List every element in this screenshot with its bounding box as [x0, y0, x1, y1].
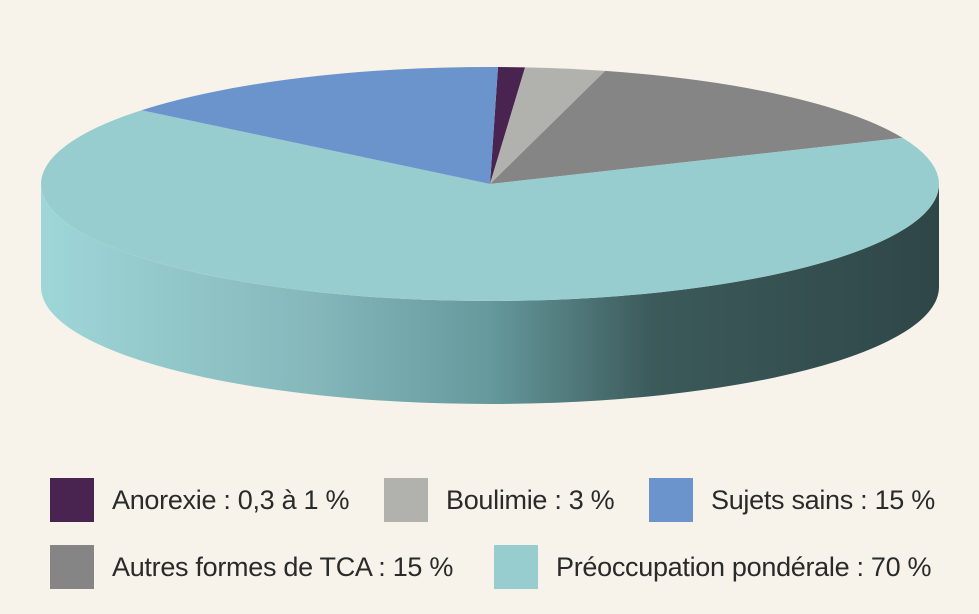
legend-swatch-anorexie — [50, 478, 94, 522]
pie-slice-autres-formes — [490, 70, 903, 184]
legend-label-sujets-sains: Sujets sains : 15 % — [711, 484, 935, 515]
legend-swatch-sujets-sains — [649, 478, 693, 522]
legend-swatch-autres-formes — [50, 545, 94, 589]
legend-swatch-boulimie — [384, 478, 428, 522]
pie-slice-sujets-sains — [141, 66, 498, 184]
legend-item-anorexie: Anorexie : 0,3 à 1 % — [50, 478, 349, 522]
legend-item-preoccupation: Préoccupation pondérale : 70 % — [494, 545, 932, 589]
pie-slice-anorexie — [490, 67, 526, 184]
legend-label-preoccupation: Préoccupation pondérale : 70 % — [556, 551, 932, 582]
legend-swatch-preoccupation — [494, 545, 538, 589]
pie-side-face — [41, 184, 939, 404]
legend-item-autres-formes: Autres formes de TCA : 15 % — [50, 545, 453, 589]
legend-item-sujets-sains: Sujets sains : 15 % — [649, 478, 935, 522]
legend-item-boulimie: Boulimie : 3 % — [384, 478, 615, 522]
legend-label-autres-formes: Autres formes de TCA : 15 % — [112, 551, 454, 582]
pie-slice-boulimie — [490, 67, 606, 184]
legend-label-boulimie: Boulimie : 3 % — [446, 484, 615, 515]
pie-side-wall — [41, 184, 939, 404]
pie-slice-preoccupation — [41, 110, 940, 302]
legend-label-anorexie: Anorexie : 0,3 à 1 % — [112, 484, 350, 515]
